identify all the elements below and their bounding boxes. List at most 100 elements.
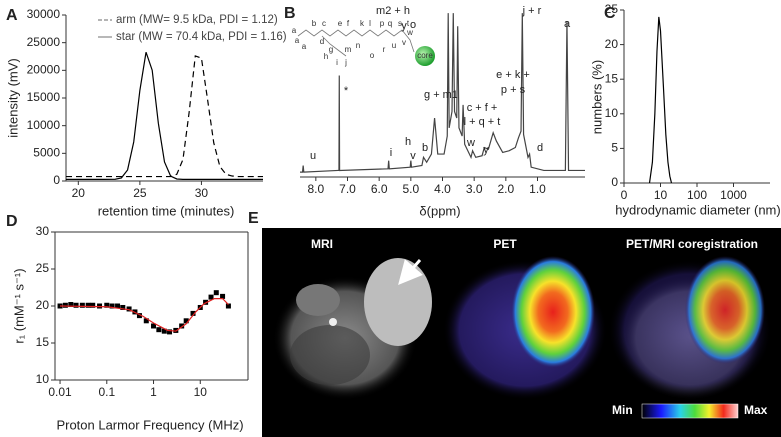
y-tick-label: 15000 bbox=[27, 90, 61, 104]
structure-chain bbox=[297, 29, 415, 53]
y-tick-label: 0 bbox=[53, 173, 60, 187]
data-point bbox=[79, 302, 85, 308]
structure-label: h bbox=[324, 52, 328, 61]
structure-label: r bbox=[383, 45, 386, 54]
y-tick-label: 30000 bbox=[27, 7, 61, 21]
y-tick-label: 10 bbox=[605, 106, 619, 120]
y-tick-label: 20000 bbox=[27, 63, 61, 77]
peak-label: * bbox=[344, 85, 349, 97]
data-point bbox=[136, 313, 142, 319]
data-point bbox=[173, 327, 179, 333]
data-point bbox=[156, 327, 162, 333]
peak-label: i bbox=[390, 147, 392, 159]
x-tick-label: 30 bbox=[195, 186, 209, 200]
structure-label: a bbox=[295, 36, 300, 45]
y-tick-label: 15 bbox=[605, 71, 619, 85]
peak-label: c + f + bbox=[467, 102, 498, 114]
panel-letter: D bbox=[6, 213, 18, 230]
panel-letter: E bbox=[248, 210, 259, 227]
peak-label: u bbox=[310, 150, 316, 162]
peak-label: j + r bbox=[522, 5, 542, 17]
structure-label: u bbox=[392, 41, 396, 50]
y-tick-label: 10 bbox=[36, 372, 50, 386]
peak-label: g + m1 bbox=[424, 89, 458, 101]
panel-letter: B bbox=[284, 5, 296, 22]
data-line bbox=[60, 298, 229, 332]
x-tick-label: 0 bbox=[621, 188, 628, 202]
pet-image bbox=[443, 256, 607, 400]
data-point bbox=[73, 302, 79, 308]
x-tick-label: 10 bbox=[654, 188, 668, 202]
peak-label: y bbox=[401, 20, 407, 32]
data-point bbox=[120, 304, 126, 310]
x-tick-label: 7.0 bbox=[339, 182, 356, 196]
structure-label: a bbox=[292, 26, 297, 35]
peak-label: w bbox=[466, 137, 475, 149]
structure-label: f bbox=[347, 19, 350, 28]
legend-label: arm (MW= 9.5 kDa, PDI = 1.12) bbox=[116, 14, 278, 26]
peak-label: l + q + t bbox=[464, 116, 501, 128]
data-line bbox=[66, 52, 263, 180]
structure-label: k bbox=[360, 19, 365, 28]
structure-label: i bbox=[336, 58, 338, 67]
y-tick-label: 0 bbox=[611, 175, 618, 189]
x-tick-label: 0.1 bbox=[98, 385, 115, 399]
data-point bbox=[190, 310, 196, 316]
structure-label: p bbox=[380, 19, 385, 28]
structure-label: j bbox=[344, 58, 347, 67]
structure-label: d bbox=[320, 37, 324, 46]
structure-label: v bbox=[402, 38, 406, 47]
data-point bbox=[115, 303, 121, 309]
x-axis-label: δ(ppm) bbox=[419, 203, 460, 218]
structure-label: e bbox=[338, 19, 343, 28]
x-tick-label: 1 bbox=[150, 385, 157, 399]
data-point bbox=[85, 302, 91, 308]
structure-label: q bbox=[388, 19, 392, 28]
x-tick-label: 3.0 bbox=[466, 182, 483, 196]
x-tick-label: 10 bbox=[194, 385, 208, 399]
data-point bbox=[90, 302, 96, 308]
x-tick-label: 6.0 bbox=[371, 182, 388, 196]
image-label: PET/MRI coregistration bbox=[626, 237, 758, 251]
data-point bbox=[208, 294, 214, 300]
peak-label: h bbox=[405, 136, 411, 148]
y-tick-label: 15 bbox=[36, 335, 50, 349]
x-tick-label: 20 bbox=[72, 186, 86, 200]
data-line bbox=[300, 13, 585, 173]
coregistration-image bbox=[608, 256, 772, 400]
mri-image bbox=[273, 258, 432, 400]
data-point bbox=[179, 323, 185, 329]
data-point bbox=[126, 306, 132, 312]
y-tick-label: 5 bbox=[611, 141, 618, 155]
x-tick-label: 1.0 bbox=[529, 182, 546, 196]
peak-label: v bbox=[410, 150, 416, 162]
panel-letter: C bbox=[604, 5, 616, 22]
x-axis-label: retention time (minutes) bbox=[98, 203, 235, 218]
colorbar-min: Min bbox=[612, 403, 633, 417]
peak-label: e + k + bbox=[496, 69, 530, 81]
peak-label: a bbox=[564, 18, 571, 30]
y-axis-label: numbers (%) bbox=[589, 60, 604, 134]
data-point bbox=[97, 303, 103, 309]
structure-label: l bbox=[369, 19, 371, 28]
data-point bbox=[143, 318, 149, 324]
structure-branch bbox=[321, 35, 347, 57]
legend-label: star (MW = 70.4 kDa, PDI = 1.16) bbox=[116, 31, 287, 43]
peak-label: p + s bbox=[501, 84, 526, 96]
data-point bbox=[183, 318, 189, 324]
data-point bbox=[213, 290, 219, 296]
y-tick-label: 20 bbox=[36, 298, 50, 312]
y-axis-label: intensity (mV) bbox=[5, 58, 20, 137]
panel-letter: A bbox=[6, 7, 18, 24]
x-tick-label: 0.01 bbox=[48, 385, 72, 399]
x-tick-label: 25 bbox=[133, 186, 147, 200]
structure-label: g bbox=[329, 45, 333, 54]
y-axis-label: r₁ (mM⁻¹ s⁻¹) bbox=[11, 268, 26, 343]
structure-label: core bbox=[417, 51, 433, 60]
data-point bbox=[109, 303, 115, 309]
data-point bbox=[151, 323, 157, 329]
y-tick-label: 25 bbox=[36, 261, 50, 275]
data-point bbox=[220, 293, 226, 299]
peak-label: y bbox=[483, 144, 489, 156]
peak-label: d bbox=[537, 142, 543, 154]
